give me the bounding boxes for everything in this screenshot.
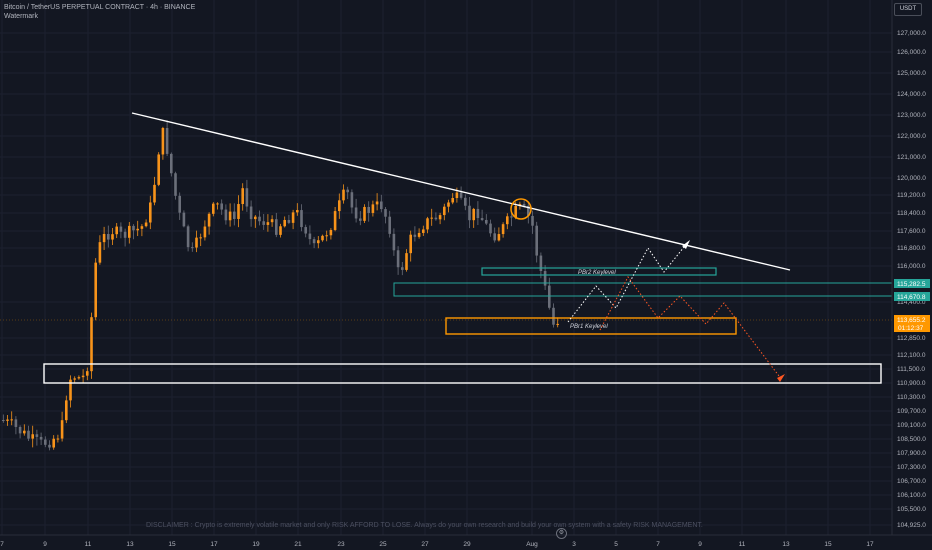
time-tick-label: 7 (0, 541, 4, 548)
price-tick-label: 107,300.0 (897, 464, 926, 471)
time-tick-label: 9 (43, 541, 47, 548)
time-tick-label: 29 (463, 541, 471, 548)
support-zone-1[interactable] (393, 282, 893, 297)
price-tick-label: 105,500.0 (897, 506, 926, 513)
price-tick-label: 107,900.0 (897, 450, 926, 457)
time-axis[interactable]: 7 9 11 13 15 17 19 21 23 25 27 29 Aug 3 5 7 9 11 13 15 17 (0, 541, 874, 548)
pbr2-keylevel-label: PBr2 Keylevel (578, 270, 616, 276)
time-tick-label: 21 (294, 541, 302, 548)
time-tick-label: 27 (421, 541, 429, 548)
price-tick-label: 110,300.0 (897, 394, 926, 401)
svg-text:114,670.8: 114,670.8 (897, 294, 926, 301)
price-axis[interactable]: 127,000.0 126,000.0 125,000.0 124,000.0 123,… (897, 30, 926, 529)
price-tick-label: 121,000.0 (897, 154, 926, 161)
price-tick-label: 119,200.0 (897, 192, 926, 199)
demand-zone-box[interactable] (43, 363, 882, 384)
time-tick-label: Aug (526, 541, 538, 548)
price-tick-label: 112,100.0 (897, 352, 926, 359)
currency-button[interactable]: USDT (894, 3, 922, 16)
time-tick-label: 25 (379, 541, 387, 548)
price-tick-label: 116,000.0 (897, 263, 926, 270)
price-tick-label: 122,000.0 (897, 133, 926, 140)
time-tick-label: 9 (698, 541, 702, 548)
time-tick-label: 23 (337, 541, 345, 548)
bullish-projection-path (567, 241, 689, 323)
time-tick-label: 5 (614, 541, 618, 548)
time-tick-label: 7 (656, 541, 660, 548)
disclaimer-text: DISCLAIMER : Crypto is extremely volatil… (146, 522, 703, 529)
watermark-label: Watermark (4, 13, 38, 20)
price-tick-label: 112,850.0 (897, 335, 926, 342)
price-tick-label: 114,400.0 (897, 299, 926, 306)
price-tick-label: 126,000.0 (897, 49, 926, 56)
price-tick-label: 110,900.0 (897, 380, 926, 387)
price-badge-1: 115,282.5 (894, 279, 930, 288)
price-tick-label: 124,000.0 (897, 91, 926, 98)
pbr1-keylevel-label: PBr1 Keylevel (570, 324, 608, 330)
time-tick-label: 11 (739, 541, 746, 548)
candlestick-series (2, 120, 559, 451)
current-price-badge: 113,655.2 01:12:37 (894, 315, 930, 332)
trendline[interactable] (131, 112, 791, 271)
price-tick-label: 118,400.0 (897, 210, 926, 217)
chart-header: Bitcoin / TetherUS PERPETUAL CONTRACT · … (4, 3, 195, 21)
arrow-head-icon (682, 240, 690, 249)
svg-text:115,282.5: 115,282.5 (897, 281, 926, 288)
price-tick-label: 111,500.0 (897, 366, 925, 373)
gear-icon[interactable]: ⚙ (556, 528, 567, 539)
time-tick-label: 11 (85, 541, 92, 548)
touch-circle[interactable] (510, 198, 532, 220)
price-tick-label: 104,925.0 (897, 522, 926, 529)
svg-text:01:12:37: 01:12:37 (898, 325, 924, 332)
price-tick-label: 106,100.0 (897, 492, 926, 499)
svg-text:113,655.2: 113,655.2 (897, 317, 926, 324)
time-tick-label: 3 (572, 541, 576, 548)
time-tick-label: 13 (782, 541, 790, 548)
price-badge-2: 114,670.8 (894, 292, 930, 301)
time-tick-label: 15 (168, 541, 176, 548)
price-tick-label: 117,600.0 (897, 228, 926, 235)
bearish-projection-path (599, 276, 783, 381)
price-tick-label: 108,500.0 (897, 436, 926, 443)
arrow-head-down-icon (777, 374, 785, 382)
time-tick-label: 19 (252, 541, 260, 548)
symbol-title[interactable]: Bitcoin / TetherUS PERPETUAL CONTRACT · … (4, 4, 196, 11)
price-tick-label: 123,000.0 (897, 112, 926, 119)
price-tick-label: 109,100.0 (897, 422, 926, 429)
pbr1-keylevel-box[interactable] (445, 317, 737, 335)
price-tick-label: 116,800.0 (897, 245, 926, 252)
chart-grid (0, 0, 892, 535)
time-tick-label: 17 (866, 541, 874, 548)
time-tick-label: 17 (210, 541, 218, 548)
pbr2-keylevel-box[interactable] (481, 267, 717, 276)
time-tick-label: 13 (126, 541, 134, 548)
price-tick-label: 106,700.0 (897, 478, 926, 485)
price-tick-label: 125,000.0 (897, 70, 926, 77)
price-tick-label: 109,700.0 (897, 408, 926, 415)
time-tick-label: 15 (824, 541, 832, 548)
price-tick-label: 120,000.0 (897, 175, 926, 182)
price-tick-label: 127,000.0 (897, 30, 926, 37)
